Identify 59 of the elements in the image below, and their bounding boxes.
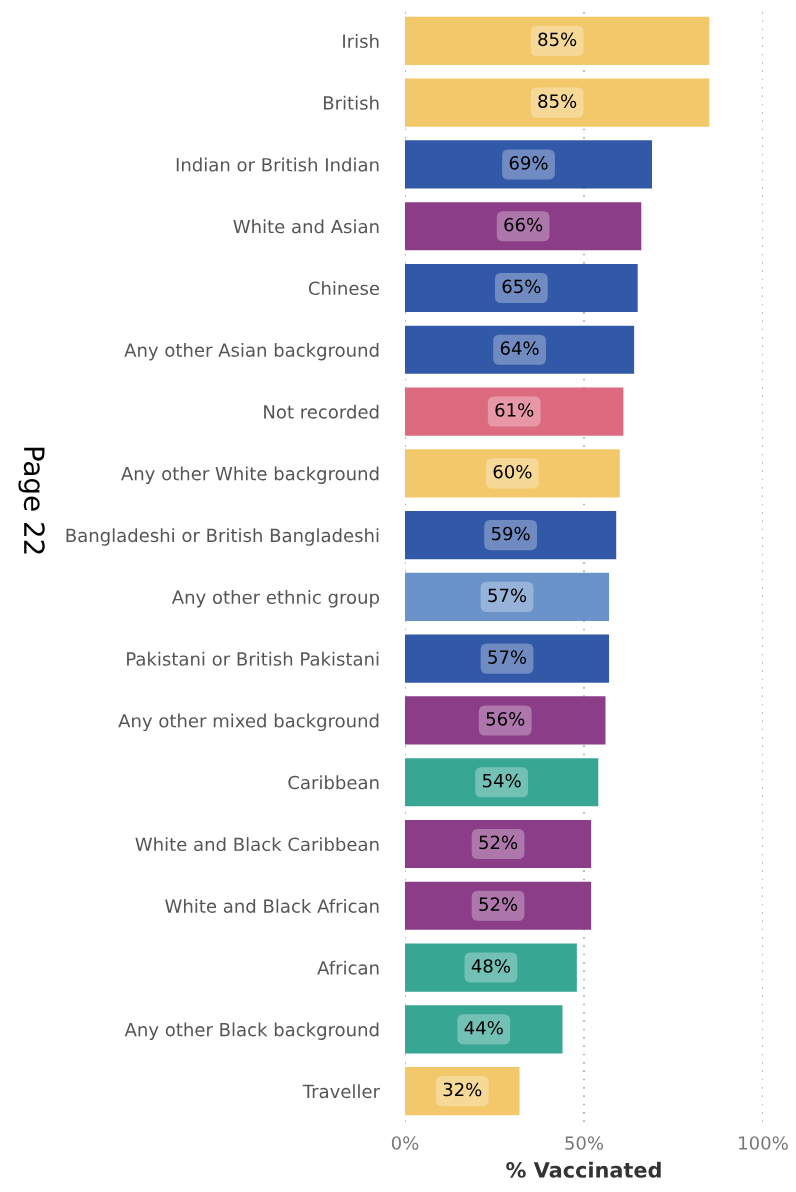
data-label: 54% <box>482 773 521 788</box>
bar <box>405 16 710 65</box>
y-tick-label: White and Asian <box>233 219 379 234</box>
data-label: 32% <box>443 1082 482 1097</box>
bar <box>405 1005 563 1054</box>
y-tick-label: Any other mixed background <box>118 713 379 732</box>
y-tick-label: Any other ethnic group <box>171 590 380 608</box>
data-label: 48% <box>471 959 510 973</box>
bar <box>405 758 599 807</box>
data-label: 52% <box>479 897 518 912</box>
x-tick-label: 100% <box>739 1136 788 1150</box>
data-label: 57% <box>488 588 527 603</box>
bar <box>405 202 642 251</box>
bar <box>405 325 635 374</box>
y-tick-label: White and Black African <box>165 898 379 913</box>
data-label: 44% <box>464 1020 503 1035</box>
bar <box>405 511 617 560</box>
y-tick-label: White and Black Caribbean <box>135 837 379 852</box>
bar <box>405 78 710 127</box>
y-tick-label: Any other Asian background <box>124 342 379 361</box>
data-label: 59% <box>491 526 530 541</box>
data-label: 60% <box>493 464 532 479</box>
data-label: 69% <box>509 156 548 170</box>
bar <box>405 140 653 189</box>
data-label: 66% <box>504 217 543 232</box>
data-label: 65% <box>502 279 541 294</box>
y-tick-label: British <box>324 95 379 110</box>
bar <box>405 1067 520 1116</box>
y-tick-label: Pakistani or British Pakistani <box>127 651 379 666</box>
bar <box>405 881 592 930</box>
bar <box>405 449 620 498</box>
bar <box>405 634 610 683</box>
bar <box>405 819 592 869</box>
y-tick-label: Bangladeshi or British Bangladeshi <box>66 528 379 546</box>
data-label: 52% <box>479 835 518 850</box>
data-label: 64% <box>500 341 539 356</box>
text: Page 22 <box>18 447 45 554</box>
bar <box>405 387 624 436</box>
x-tick-label: 50% <box>565 1136 604 1150</box>
data-label: 56% <box>486 712 525 726</box>
data-label: 85% <box>538 32 577 47</box>
x-tick-label: 0% <box>391 1136 419 1150</box>
y-tick-label: African <box>317 960 379 975</box>
y-tick-label: Indian or British Indian <box>176 157 379 172</box>
bar <box>405 696 606 745</box>
y-tick-label: Irish <box>343 34 379 49</box>
x-axis-title: % Vaccinated <box>506 1161 661 1178</box>
y-tick-label: Not recorded <box>264 404 379 419</box>
data-label: 57% <box>488 650 527 664</box>
data-label: 85% <box>538 94 577 108</box>
bar <box>405 263 638 313</box>
y-tick-label: Traveller <box>302 1084 380 1099</box>
y-tick-label: Chinese <box>308 281 380 296</box>
y-tick-label: Caribbean <box>288 775 379 790</box>
data-label: 61% <box>495 403 534 417</box>
y-tick-label: Any other Black background <box>124 1022 379 1040</box>
bar <box>405 943 577 992</box>
bar <box>405 572 610 621</box>
y-tick-label: Any other White background <box>121 466 379 484</box>
